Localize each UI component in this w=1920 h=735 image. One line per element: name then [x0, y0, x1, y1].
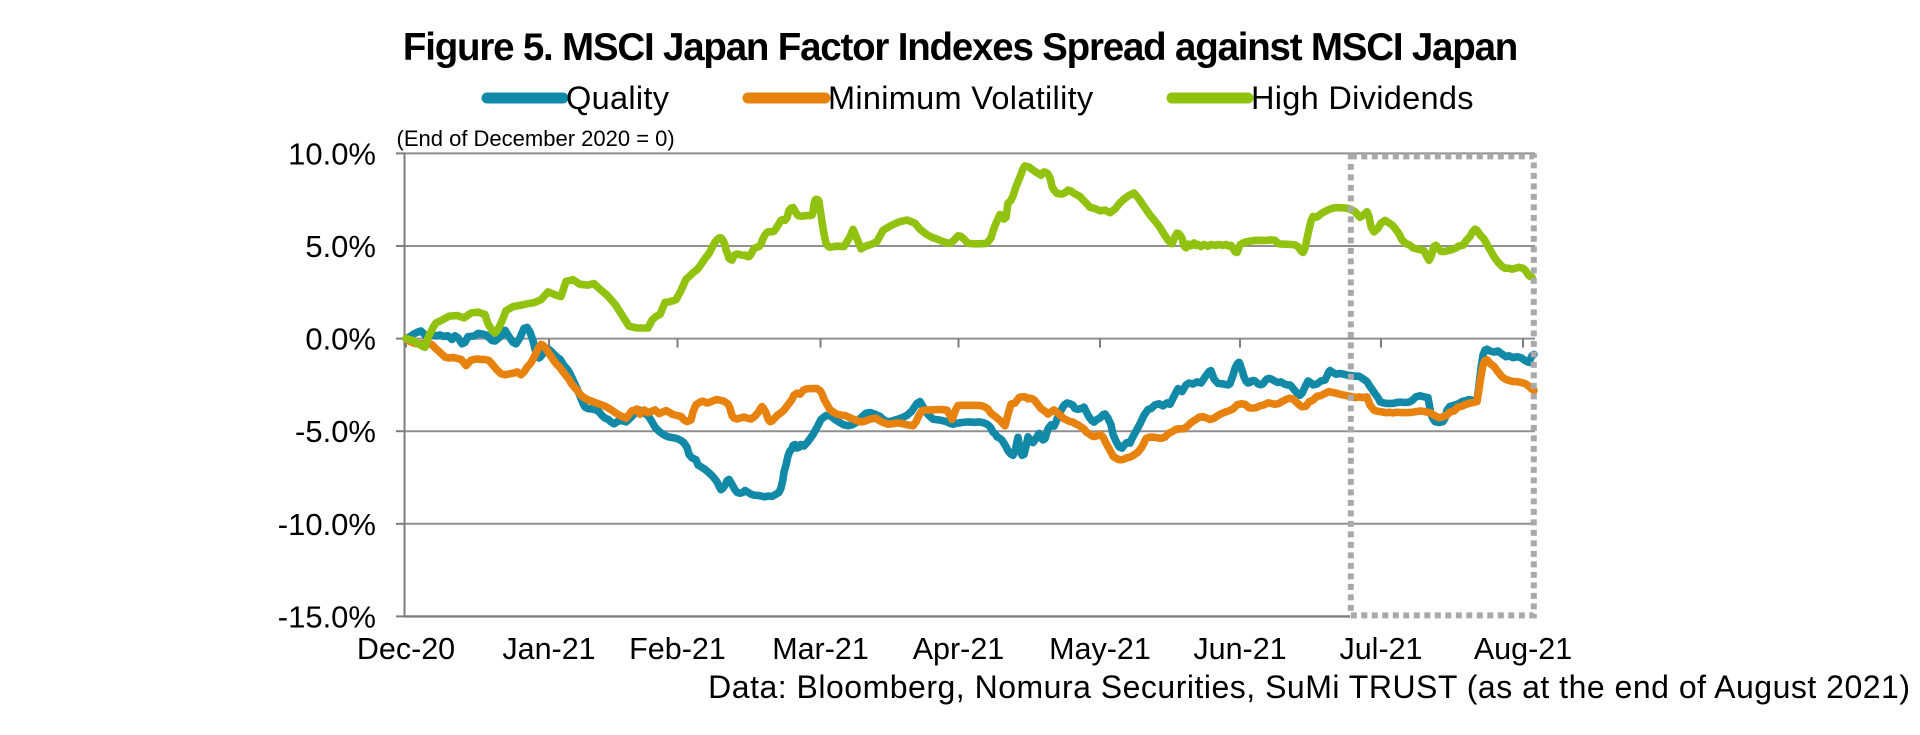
svg-text:Mar-21: Mar-21: [772, 632, 869, 666]
svg-text:0.0%: 0.0%: [305, 322, 376, 357]
svg-text:-10.0%: -10.0%: [278, 507, 376, 542]
svg-text:-5.0%: -5.0%: [295, 414, 376, 449]
svg-text:5.0%: 5.0%: [305, 229, 376, 264]
svg-text:Data: Bloomberg, Nomura Securi: Data: Bloomberg, Nomura Securities, SuMi…: [708, 669, 1910, 705]
svg-text:May-21: May-21: [1049, 632, 1151, 666]
svg-text:Feb-21: Feb-21: [629, 632, 726, 666]
svg-text:High Dividends: High Dividends: [1251, 80, 1474, 116]
svg-text:Jan-21: Jan-21: [502, 632, 595, 666]
svg-text:(End of December 2020 = 0): (End of December 2020 = 0): [397, 126, 675, 151]
svg-text:Minimum Volatility: Minimum Volatility: [828, 80, 1094, 116]
svg-text:10.0%: 10.0%: [288, 136, 376, 171]
svg-text:Figure 5. MSCI Japan Factor In: Figure 5. MSCI Japan Factor Indexes Spre…: [403, 26, 1517, 69]
svg-text:Dec-20: Dec-20: [357, 632, 455, 666]
svg-text:Apr-21: Apr-21: [913, 632, 1005, 666]
svg-text:Quality: Quality: [566, 80, 670, 116]
svg-text:Jul-21: Jul-21: [1339, 632, 1422, 666]
svg-text:Jun-21: Jun-21: [1193, 632, 1286, 666]
svg-text:-15.0%: -15.0%: [278, 599, 376, 634]
svg-text:Aug-21: Aug-21: [1474, 632, 1572, 666]
